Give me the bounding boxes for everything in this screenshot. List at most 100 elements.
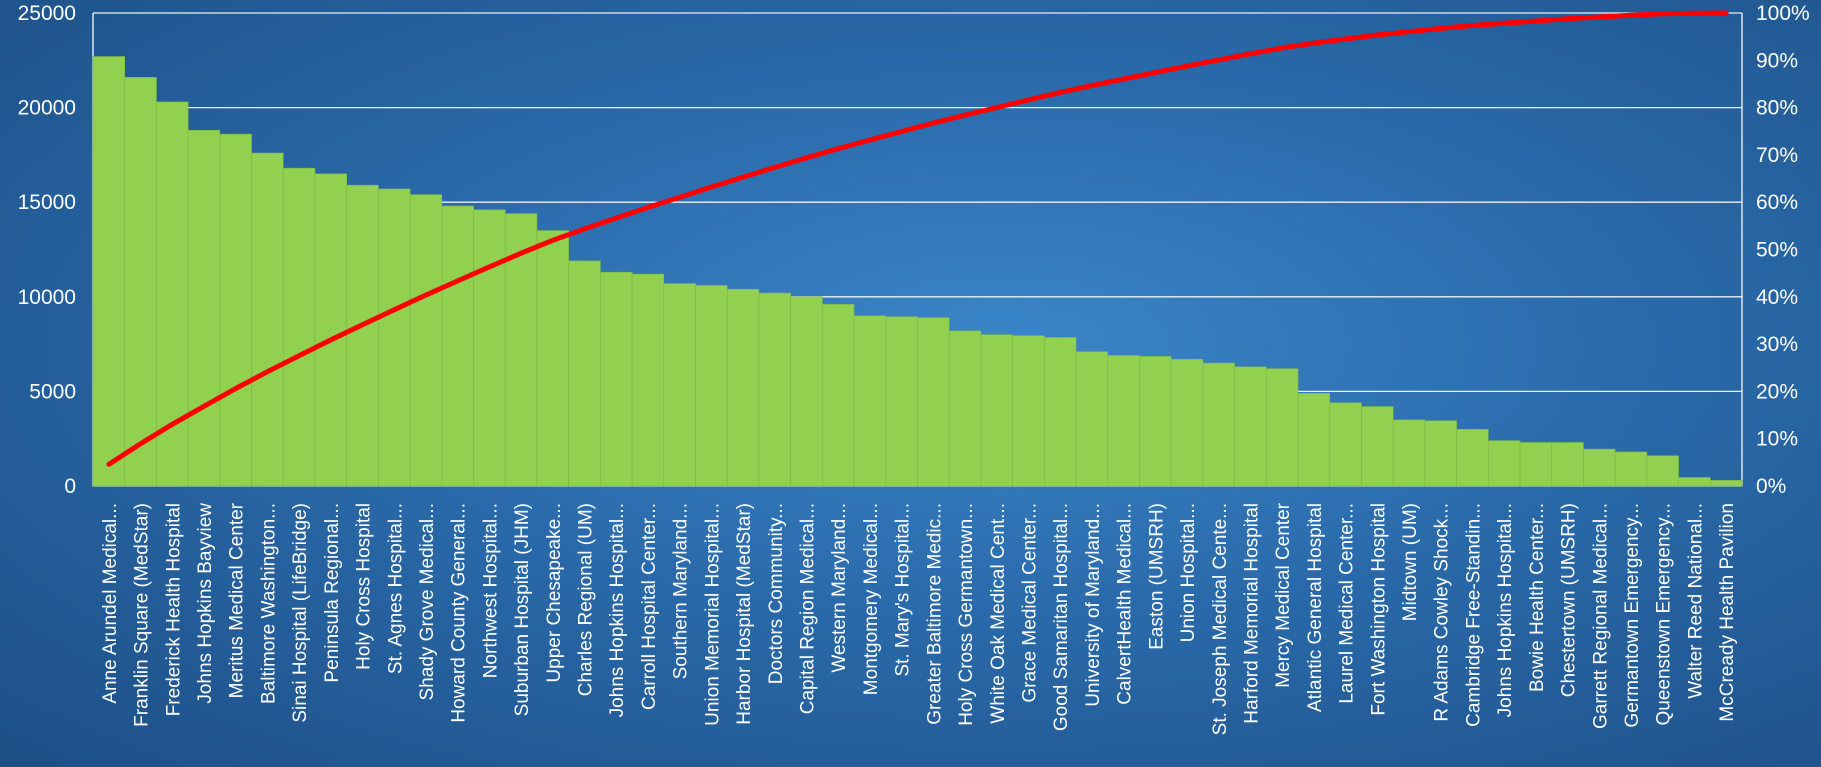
bar (92, 56, 126, 487)
x-category-label: Mercy Medical Center (1273, 502, 1294, 687)
y-axis-right: 0% 10% 20% 30% 40% 50% 60% 70% 80% 90% 100% (1756, 2, 1810, 498)
y-tick-label: 25000 (18, 2, 76, 25)
bar (473, 209, 506, 487)
bar (1012, 335, 1045, 487)
bar (885, 316, 918, 487)
x-category-label: Capital Region Medical... (798, 503, 819, 714)
bar (1329, 402, 1362, 487)
y-axis-left: 0 5000 10000 15000 20000 25000 (18, 2, 76, 498)
bar (1297, 392, 1331, 487)
x-category-label: Frederick Health Hospital (163, 503, 184, 716)
x-category-label: Good Samaritan Hospital... (1051, 503, 1072, 731)
x-category-label: Harbor Hospital (MedStar) (734, 503, 755, 725)
y2-tick-label: 100% (1756, 2, 1810, 25)
x-category-label: Queenstown Emergency... (1654, 503, 1675, 725)
bar (1519, 442, 1553, 487)
x-category-label: CalvertHealth Medical... (1115, 503, 1136, 705)
x-category-label: Germantown Emergency... (1622, 503, 1643, 728)
y-tick-label: 5000 (29, 380, 76, 403)
y2-tick-label: 20% (1756, 380, 1798, 403)
bar (631, 273, 665, 487)
bar (124, 77, 157, 487)
x-category-label: Sinai Hospital (LifeBridge) (290, 503, 311, 723)
bar (219, 133, 252, 487)
y2-tick-label: 30% (1756, 333, 1798, 356)
x-category-label: Anne Arundel Medical... (100, 503, 121, 704)
bar (1614, 451, 1648, 487)
x-category-label: Harford Memorial Hospital (1241, 503, 1262, 724)
bar (663, 283, 696, 487)
bar (314, 173, 347, 487)
x-category-label: Shady Grove Medical... (417, 503, 438, 700)
x-category-label: R Adams Cowley Shock... (1432, 503, 1453, 722)
x-category-label: Union Hospital... (1178, 503, 1199, 642)
bar (536, 230, 569, 487)
y2-tick-label: 10% (1756, 428, 1798, 451)
bar (1139, 356, 1172, 487)
x-category-label: Meritus Medical Center (227, 502, 248, 698)
bar (853, 315, 887, 487)
bar (1361, 406, 1394, 487)
bar (1488, 440, 1521, 487)
bar (1266, 368, 1299, 487)
y2-tick-label: 60% (1756, 191, 1798, 214)
x-category-label: Northwest Hospital... (480, 503, 501, 678)
x-category-label: Peninsula Regional... (322, 503, 343, 683)
y-tick-label: 20000 (18, 97, 76, 120)
x-category-label: Garrett Regional Medical... (1590, 503, 1611, 729)
x-category-label: Grace Medical Center... (1019, 503, 1040, 703)
y2-tick-label: 50% (1756, 239, 1798, 262)
x-category-label: Western Maryland... (829, 503, 850, 673)
y-tick-label: 15000 (18, 191, 76, 214)
bar (441, 205, 474, 487)
bar (822, 304, 855, 487)
x-category-label: Atlantic General Hospital (1305, 503, 1326, 712)
x-category-label: St. Joseph Medical Cente... (1210, 503, 1231, 735)
bar (378, 188, 411, 487)
y-tick-label: 0 (64, 475, 76, 498)
x-category-label: Johns Hopkins Bayview (195, 503, 216, 704)
y-tick-label: 10000 (18, 286, 76, 309)
bar (1456, 428, 1489, 487)
bar (568, 260, 601, 487)
x-category-label: Suburban Hospital (JHM) (512, 503, 533, 716)
bar (726, 288, 760, 487)
x-category-label: Walter Reed National... (1685, 503, 1706, 699)
x-category-label: White Oak Medical Cent... (988, 503, 1009, 724)
x-category-label: Baltimore Washington... (258, 503, 279, 704)
y2-tick-label: 90% (1756, 49, 1798, 72)
bar (1678, 477, 1711, 487)
bar (1424, 420, 1457, 487)
bar (980, 334, 1013, 487)
bar (758, 292, 791, 487)
x-category-label: Fort Washington Hospital (1368, 503, 1389, 716)
bar (1646, 455, 1679, 487)
bar (1234, 366, 1267, 487)
x-category-label: University of Maryland... (1083, 503, 1104, 707)
bar (187, 130, 221, 487)
bar (409, 194, 443, 487)
x-category-label: Cambridge Free-Standin... (1463, 503, 1484, 727)
x-category-label: Upper Chesapeake... (544, 503, 565, 683)
y2-tick-label: 40% (1756, 286, 1798, 309)
bar (251, 152, 284, 487)
y2-tick-label: 70% (1756, 144, 1798, 167)
x-category-label: Doctors Community... (766, 503, 787, 684)
x-category-label: Holy Cross Germantown... (956, 503, 977, 726)
y2-tick-label: 80% (1756, 97, 1798, 120)
x-category-label: Franklin Square (MedStar) (132, 503, 153, 727)
bar (282, 167, 316, 487)
x-category-label: Holy Cross Hospital (354, 503, 375, 670)
x-category-label: St. Agnes Hospital... (385, 503, 406, 674)
x-category-label: Johns Hopkins Hospital... (1495, 503, 1516, 717)
x-category-label: St. Mary's Hospital... (893, 503, 914, 677)
x-category-label: Chestertown (UMSRH) (1559, 503, 1580, 697)
bar-series (92, 56, 1743, 487)
bar (1202, 362, 1235, 487)
cumulative-percent-line (106, 10, 1729, 467)
x-category-label: Carroll Hospital Center... (639, 503, 660, 710)
x-axis-categories: Anne Arundel Medical... Franklin Square (… (100, 502, 1738, 735)
cumulative-line (106, 10, 1729, 467)
x-category-label: Southern Maryland... (671, 503, 692, 679)
